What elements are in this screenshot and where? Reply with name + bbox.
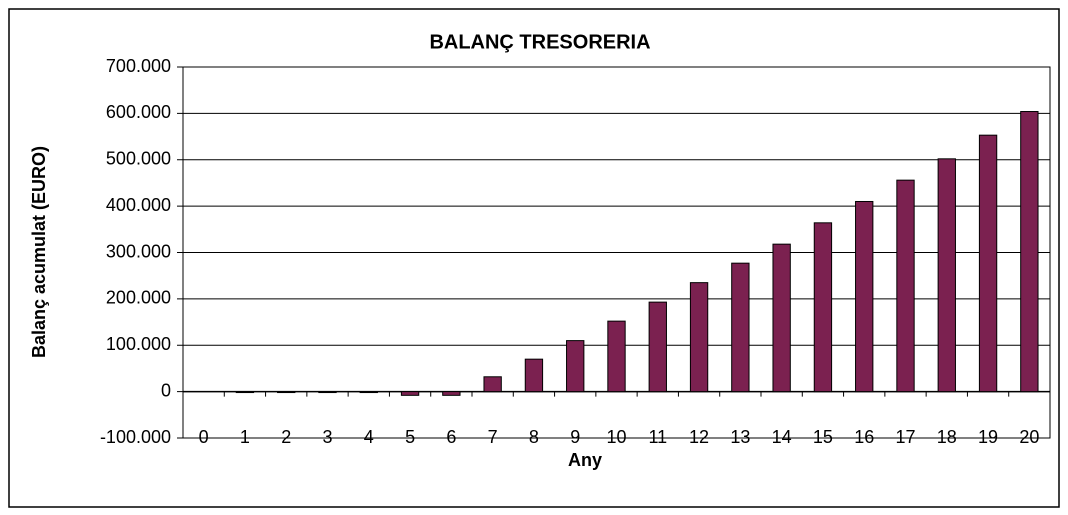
bar bbox=[524, 358, 544, 393]
x-tick-label: 9 bbox=[570, 427, 580, 447]
y-axis-label: Balanç acumulat (EURO) bbox=[29, 146, 49, 358]
x-tick-label: 7 bbox=[488, 427, 498, 447]
bar bbox=[772, 243, 791, 393]
x-tick-label: 16 bbox=[854, 427, 874, 447]
x-tick-label: 0 bbox=[199, 427, 209, 447]
bar bbox=[277, 391, 296, 394]
x-tick-label: 4 bbox=[364, 427, 374, 447]
bar bbox=[896, 179, 915, 393]
y-tick-label: 700.000 bbox=[106, 56, 171, 76]
x-tick-label: 1 bbox=[240, 427, 250, 447]
x-tick-label: 12 bbox=[689, 427, 709, 447]
bar bbox=[607, 320, 626, 393]
y-tick-label: 600.000 bbox=[106, 102, 171, 122]
y-tick-label: 0 bbox=[161, 380, 171, 400]
x-tick-label: 6 bbox=[446, 427, 456, 447]
bar bbox=[1020, 111, 1039, 393]
x-tick-label: 19 bbox=[978, 427, 998, 447]
bar bbox=[731, 262, 750, 393]
x-axis-label: Any bbox=[568, 450, 602, 470]
bar bbox=[648, 301, 667, 393]
x-tick-label: 20 bbox=[1019, 427, 1039, 447]
x-tick-label: 17 bbox=[895, 427, 915, 447]
x-tick-label: 10 bbox=[606, 427, 626, 447]
bar bbox=[442, 391, 461, 396]
bar bbox=[359, 391, 378, 394]
x-tick-label: 11 bbox=[648, 427, 667, 447]
x-tick-label: 15 bbox=[813, 427, 833, 447]
bar bbox=[937, 158, 956, 393]
x-tick-label: 18 bbox=[937, 427, 957, 447]
x-tick-label: 14 bbox=[772, 427, 792, 447]
y-tick-label: 400.000 bbox=[106, 195, 171, 215]
y-tick-label: 200.000 bbox=[106, 288, 171, 308]
bar bbox=[566, 340, 585, 393]
bar bbox=[813, 222, 833, 393]
x-tick-label: 8 bbox=[529, 427, 539, 447]
y-tick-label: 500.000 bbox=[106, 149, 171, 169]
bar bbox=[483, 376, 502, 393]
bar bbox=[235, 391, 255, 394]
y-tick-label: 300.000 bbox=[106, 241, 171, 261]
bar bbox=[318, 391, 337, 394]
y-tick-label: 100.000 bbox=[106, 334, 171, 354]
y-tick-label: -100.000 bbox=[100, 427, 171, 447]
x-tick-label: 2 bbox=[281, 427, 291, 447]
bar bbox=[855, 200, 874, 393]
x-tick-label: 5 bbox=[405, 427, 415, 447]
chart-title: BALANÇ TRESORERIA bbox=[429, 31, 650, 53]
x-tick-label: 3 bbox=[322, 427, 332, 447]
bar bbox=[978, 134, 998, 393]
bar bbox=[689, 282, 709, 393]
x-tick-label: 13 bbox=[730, 427, 750, 447]
bar bbox=[400, 391, 420, 396]
